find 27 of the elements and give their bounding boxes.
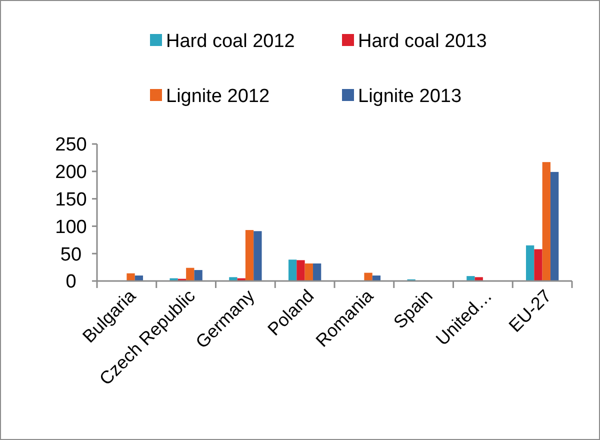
bar bbox=[474, 277, 483, 281]
bar bbox=[254, 231, 262, 281]
bar bbox=[304, 263, 313, 281]
bar bbox=[186, 268, 194, 281]
y-tick-label: 50 bbox=[60, 244, 82, 266]
legend-label: Lignite 2013 bbox=[358, 86, 462, 107]
y-tick-label: 100 bbox=[55, 216, 87, 238]
bar bbox=[288, 260, 297, 281]
bar bbox=[245, 230, 254, 281]
y-tick-label: 200 bbox=[55, 162, 87, 184]
legend-label: Hard coal 2012 bbox=[166, 31, 295, 52]
bar bbox=[534, 249, 542, 281]
y-tick-label: 0 bbox=[66, 272, 76, 293]
bar bbox=[466, 276, 475, 281]
bar bbox=[229, 277, 238, 281]
bar bbox=[542, 162, 550, 281]
bar bbox=[126, 273, 135, 281]
bar bbox=[296, 260, 305, 281]
y-tick-label: 250 bbox=[55, 134, 87, 156]
bar bbox=[526, 245, 534, 281]
legend-label: Hard coal 2013 bbox=[358, 31, 487, 52]
bar bbox=[312, 263, 322, 281]
y-tick-label: 150 bbox=[55, 189, 87, 210]
bar bbox=[194, 270, 202, 281]
bar bbox=[364, 272, 372, 281]
bar bbox=[550, 172, 559, 281]
legend-label: Lignite 2012 bbox=[166, 86, 270, 107]
